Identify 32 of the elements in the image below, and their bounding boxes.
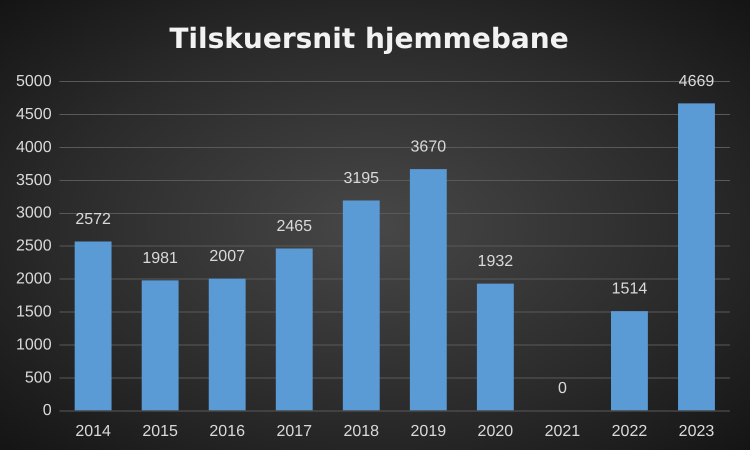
- y-tick-label: 500: [24, 369, 52, 386]
- y-tick-label: 0: [42, 402, 52, 420]
- x-tick-label: 2018: [343, 422, 380, 440]
- data-label: 0: [558, 380, 567, 398]
- x-tick-label: 2020: [478, 422, 514, 440]
- x-tick-label: 2014: [75, 422, 112, 440]
- chart-title: Tilskuersnit hjemmebane: [169, 22, 569, 56]
- data-label: 1981: [142, 250, 178, 267]
- y-tick-label: 3500: [16, 172, 52, 189]
- data-label: 3670: [410, 138, 446, 156]
- x-tick-label: 2021: [544, 422, 580, 440]
- x-tick-label: 2022: [612, 422, 648, 440]
- x-tick-label: 2017: [276, 422, 312, 440]
- y-tick-label: 2000: [16, 270, 52, 288]
- data-label: 3195: [343, 170, 380, 187]
- y-tick-label: 3000: [16, 204, 52, 222]
- data-label: 2572: [75, 210, 112, 228]
- x-tick-label: 2023: [678, 422, 714, 440]
- y-tick-label: 4500: [16, 106, 52, 123]
- data-label: 2007: [209, 248, 246, 266]
- x-tick-label: 2019: [410, 422, 446, 440]
- x-tick-label: 2016: [209, 422, 246, 440]
- y-tick-label: 1000: [16, 336, 52, 354]
- data-label: 4669: [678, 72, 714, 90]
- data-label: 1514: [612, 280, 648, 298]
- x-tick-label: 2015: [142, 422, 178, 440]
- y-tick-label: 5000: [16, 73, 52, 90]
- data-label: 1932: [478, 253, 514, 270]
- y-tick-label: 4000: [16, 138, 52, 156]
- y-tick-label: 1500: [16, 303, 52, 320]
- y-tick-label: 2500: [16, 238, 52, 255]
- data-label: 2465: [276, 218, 312, 235]
